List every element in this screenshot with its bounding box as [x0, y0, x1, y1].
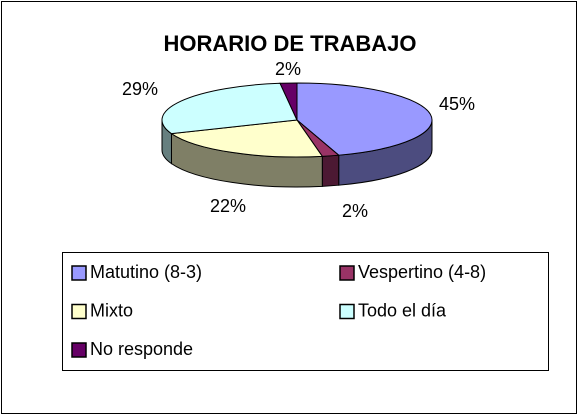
- legend-box: [62, 252, 549, 371]
- data-label: 22%: [210, 196, 246, 216]
- legend-label: Mixto: [90, 300, 133, 320]
- slice: [170, 119, 324, 158]
- legend-swatch: [339, 303, 355, 320]
- data-label: 2%: [275, 59, 301, 79]
- legend-label: Todo el día: [358, 300, 447, 320]
- legend-swatch: [339, 265, 355, 281]
- slice: [296, 82, 433, 156]
- legend-swatch: [71, 265, 87, 281]
- pie: [161, 82, 433, 188]
- data-label: 45%: [439, 94, 475, 114]
- slice: [161, 82, 298, 135]
- data-label: 2%: [342, 201, 368, 221]
- data-label: 29%: [122, 79, 158, 99]
- chart-title: HORARIO DE TRABAJO: [163, 31, 416, 56]
- legend-swatch: [71, 303, 87, 320]
- legend-label: No responde: [90, 339, 193, 359]
- slice-side: [321, 154, 340, 187]
- slice: [279, 82, 298, 121]
- legend-swatch: [71, 342, 87, 358]
- legend-label: Vespertino (4-8): [358, 262, 486, 282]
- legend-label: Matutino (8-3): [90, 262, 202, 282]
